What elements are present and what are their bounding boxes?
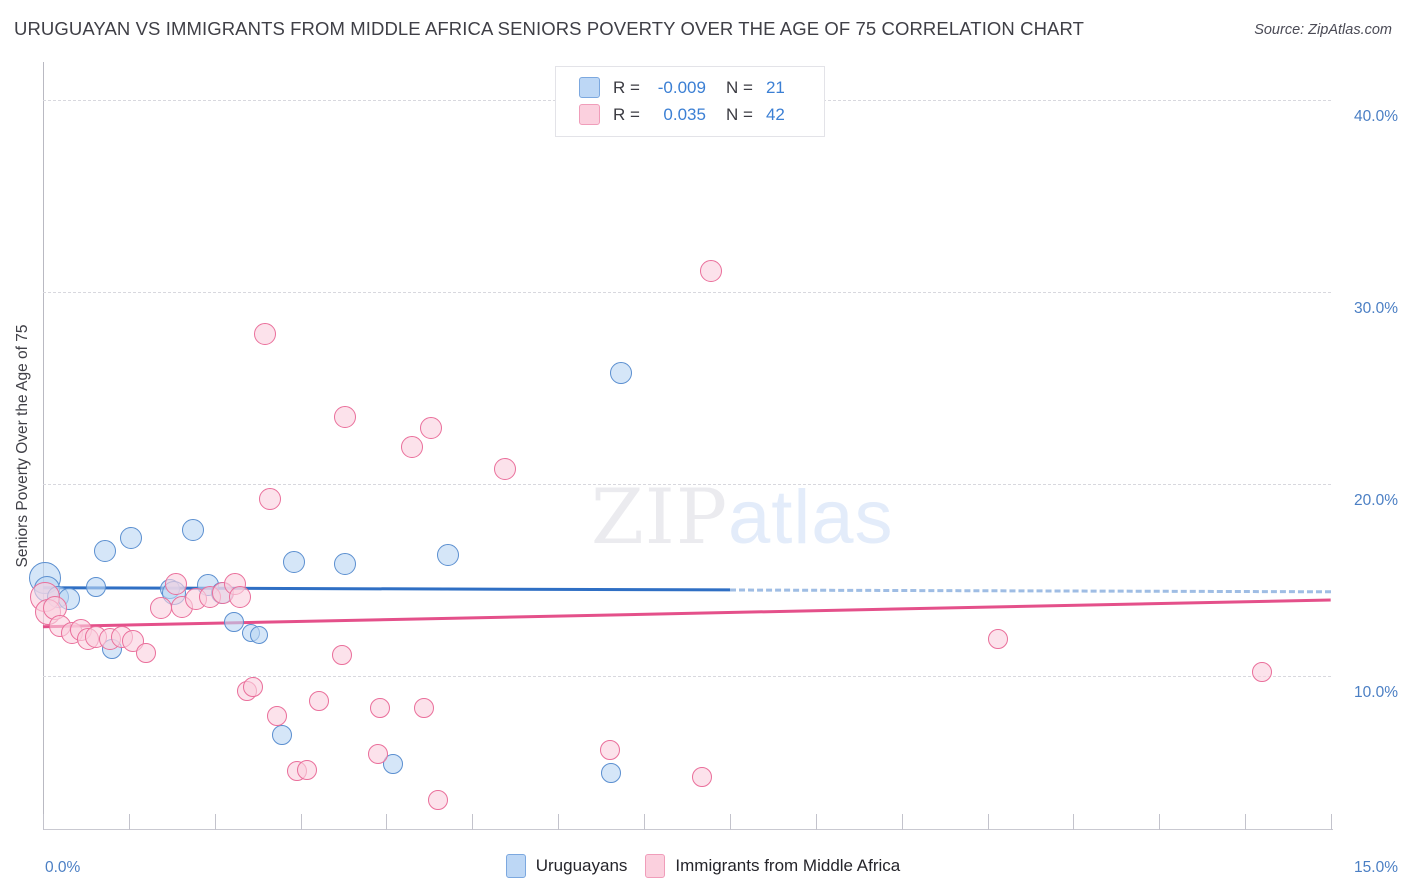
x-axis-min-label: 0.0%: [45, 859, 81, 876]
x-axis-tick: [1331, 814, 1332, 830]
x-axis-tick: [901, 814, 903, 830]
y-axis-title-wrap: Seniors Poverty Over the Age of 75: [14, 62, 31, 829]
data-point-immigrants[interactable]: [427, 790, 448, 811]
data-point-immigrants[interactable]: [692, 767, 713, 788]
data-point-uruguayans[interactable]: [119, 526, 142, 549]
x-axis-tick: [1245, 814, 1247, 830]
legend-swatch-uruguayans-icon: [505, 854, 526, 878]
legend-label-uruguayans: Uruguayans: [535, 856, 628, 875]
data-point-immigrants[interactable]: [414, 698, 435, 719]
x-axis-line: [43, 829, 1333, 830]
x-axis-tick: [644, 814, 646, 830]
data-point-uruguayans[interactable]: [86, 577, 107, 598]
data-point-immigrants[interactable]: [334, 405, 357, 428]
bottom-legend: Uruguayans Immigrants from Middle Africa: [0, 854, 1406, 878]
n-label-immigrants: N =: [725, 104, 753, 124]
trendline-uruguayans: [43, 586, 730, 593]
data-point-immigrants[interactable]: [401, 436, 424, 459]
watermark: ZIPatlas: [591, 472, 894, 561]
x-axis-max-label: 15.0%: [1354, 859, 1398, 876]
x-axis-tick: [386, 814, 388, 830]
watermark-atlas: atlas: [727, 475, 894, 560]
data-point-uruguayans[interactable]: [250, 626, 269, 645]
data-point-uruguayans[interactable]: [609, 361, 632, 384]
data-point-immigrants[interactable]: [165, 572, 188, 595]
r-value-uruguayans: -0.009: [657, 77, 706, 97]
data-point-uruguayans[interactable]: [282, 551, 305, 574]
data-point-uruguayans[interactable]: [437, 543, 460, 566]
r-value-immigrants: 0.035: [663, 104, 706, 124]
data-point-immigrants[interactable]: [258, 488, 281, 511]
gridline: [43, 675, 1331, 677]
data-point-immigrants[interactable]: [150, 597, 173, 620]
data-point-uruguayans[interactable]: [383, 753, 404, 774]
r-label-uruguayans: R =: [613, 77, 640, 97]
x-axis-tick: [558, 814, 560, 830]
x-axis-tick: [43, 814, 44, 830]
source-label: Source: ZipAtlas.com: [1254, 22, 1392, 38]
data-point-immigrants[interactable]: [266, 705, 287, 726]
data-point-immigrants[interactable]: [700, 260, 723, 282]
data-point-immigrants[interactable]: [367, 744, 388, 765]
data-point-immigrants[interactable]: [136, 642, 157, 663]
y-axis-line: [43, 62, 44, 829]
legend-label-immigrants: Immigrants from Middle Africa: [675, 856, 901, 875]
legend-item-immigrants[interactable]: Immigrants from Middle Africa: [645, 854, 900, 878]
x-axis-tick: [1159, 814, 1161, 830]
data-point-immigrants[interactable]: [229, 585, 252, 608]
swatch-immigrants-icon: [579, 104, 600, 125]
data-point-immigrants[interactable]: [309, 690, 330, 711]
x-axis-tick: [472, 814, 474, 830]
legend-swatch-immigrants-icon: [645, 854, 666, 878]
stats-row-uruguayans: R = -0.009 N = 21: [556, 74, 824, 101]
data-point-uruguayans[interactable]: [182, 518, 205, 541]
stats-row-immigrants: R = 0.035 N = 42: [556, 101, 824, 128]
n-value-immigrants: 42: [765, 104, 785, 124]
x-axis-tick: [300, 814, 302, 830]
y-axis-tick-label: 10.0%: [1354, 683, 1398, 701]
data-point-uruguayans[interactable]: [334, 553, 357, 576]
data-point-immigrants[interactable]: [599, 740, 620, 761]
y-axis-tick-label: 30.0%: [1354, 300, 1398, 318]
data-point-uruguayans[interactable]: [271, 725, 292, 746]
data-point-immigrants[interactable]: [331, 644, 352, 665]
stats-legend: R = -0.009 N = 21 R = 0.035 N = 42: [555, 66, 825, 137]
data-point-immigrants[interactable]: [987, 629, 1008, 650]
data-point-immigrants[interactable]: [297, 759, 318, 780]
gridline: [43, 483, 1331, 485]
page-title: URUGUAYAN VS IMMIGRANTS FROM MIDDLE AFRI…: [14, 18, 1085, 39]
y-axis-tick-label: 40.0%: [1354, 108, 1398, 126]
gridline: [43, 292, 1331, 294]
watermark-zip: ZIP: [591, 472, 728, 561]
y-axis-tick-label: 20.0%: [1354, 491, 1398, 509]
data-point-immigrants[interactable]: [493, 457, 516, 480]
plot-area: ZIPatlas: [28, 62, 1331, 829]
data-point-immigrants[interactable]: [1252, 661, 1273, 682]
n-value-uruguayans: 21: [765, 77, 785, 97]
x-axis-tick: [815, 814, 817, 830]
x-axis-tick: [729, 814, 731, 830]
n-label-uruguayans: N =: [725, 77, 753, 97]
data-point-uruguayans[interactable]: [93, 539, 116, 562]
r-label-immigrants: R =: [613, 104, 640, 124]
legend-item-uruguayans[interactable]: Uruguayans: [505, 854, 628, 878]
data-point-immigrants[interactable]: [242, 677, 263, 698]
trendline-uruguayans-extrapolated: [729, 588, 1331, 594]
x-axis-tick: [128, 814, 130, 830]
x-axis-tick: [987, 814, 989, 830]
y-axis-title: Seniors Poverty Over the Age of 75: [14, 324, 31, 567]
x-axis-tick: [214, 814, 216, 830]
data-point-immigrants[interactable]: [420, 417, 443, 440]
x-axis-tick: [1073, 814, 1075, 830]
swatch-uruguayans-icon: [579, 77, 600, 98]
data-point-uruguayans[interactable]: [601, 763, 622, 784]
data-point-immigrants[interactable]: [253, 323, 276, 346]
data-point-immigrants[interactable]: [369, 698, 390, 719]
data-point-uruguayans[interactable]: [223, 611, 244, 632]
